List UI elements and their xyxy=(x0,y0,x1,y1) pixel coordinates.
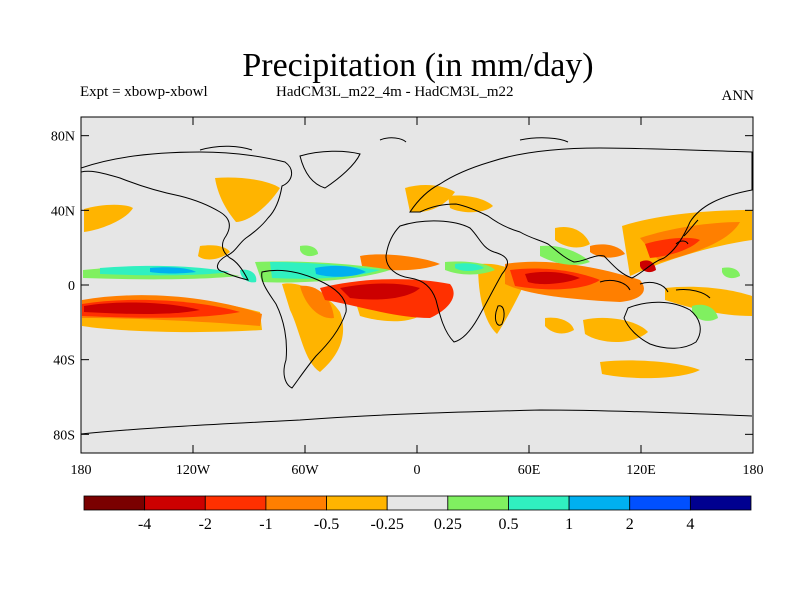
anomaly-region xyxy=(665,286,752,316)
x-tick-label: 120E xyxy=(626,463,656,478)
anomaly-region xyxy=(555,226,590,248)
coastline-antarctica xyxy=(81,409,753,435)
colorbar-label: -0.25 xyxy=(371,516,404,533)
season-label: ANN xyxy=(721,88,755,104)
anomaly-region xyxy=(84,204,133,232)
colorbar-label: -4 xyxy=(138,516,151,533)
colorbar-label: 0.25 xyxy=(434,516,462,533)
colorbar-swatch xyxy=(568,495,631,511)
colorbar-label: -1 xyxy=(259,516,272,533)
colorbar-swatch xyxy=(689,495,752,511)
chart-title: Precipitation (in mm/day) xyxy=(242,47,594,84)
colorbar-swatch xyxy=(386,495,449,511)
anomaly-region xyxy=(360,254,440,271)
anomaly-region xyxy=(150,267,196,274)
colorbar-swatch xyxy=(265,495,327,511)
y-tick-label: 40S xyxy=(53,354,75,369)
colorbar-swatch xyxy=(83,495,146,511)
colorbar-label: -0.5 xyxy=(314,516,339,533)
x-tick-label: 60E xyxy=(518,463,541,478)
anomaly-region xyxy=(340,283,420,300)
coastline-australia xyxy=(623,301,701,349)
comparison-label: HadCM3L_m22_4m - HadCM3L_m22 xyxy=(276,84,514,100)
anomaly-region xyxy=(300,285,334,319)
anomaly-region xyxy=(405,185,455,213)
y-tick-label: 0 xyxy=(68,279,75,294)
anomaly-region xyxy=(600,360,700,379)
anomaly-region xyxy=(590,244,625,258)
colorbar: -4 -2 -1 -0.5 -0.25 0.25 0.5 1 2 4 xyxy=(83,495,752,533)
experiment-label: Expt = xbowp-xbowl xyxy=(80,84,208,100)
colorbar-swatch xyxy=(508,495,570,511)
coastline-africa xyxy=(385,220,509,343)
anomaly-region xyxy=(545,317,574,334)
y-tick-label: 80S xyxy=(53,428,75,443)
anomaly-region xyxy=(640,260,656,273)
map-axes: 180 120W 60W 0 60E 120E 180 80N 40N 0 40S 80S xyxy=(51,117,764,478)
colorbar-swatch xyxy=(326,495,388,511)
anomaly-region xyxy=(540,245,590,265)
y-tick-label: 80N xyxy=(51,130,75,145)
coastline-greenland xyxy=(299,150,361,189)
anomaly-region xyxy=(198,245,230,260)
anomaly-region xyxy=(645,237,700,258)
colorbar-label: 4 xyxy=(686,516,694,533)
colorbar-swatch xyxy=(204,495,267,511)
x-tick-label: 60W xyxy=(291,463,319,478)
anomaly-region xyxy=(583,317,648,342)
coastline-maritime-continent xyxy=(599,279,711,299)
x-tick-label: 0 xyxy=(414,463,421,478)
colorbar-swatch xyxy=(447,495,509,511)
coastline-south-america xyxy=(261,269,347,389)
anomaly-region xyxy=(722,267,740,279)
coastline-madagascar xyxy=(495,305,505,326)
x-tick-label: 120W xyxy=(176,463,211,478)
coastline-north-america xyxy=(81,151,293,281)
anomaly-region xyxy=(692,304,718,321)
coastline-arctic-islands xyxy=(199,137,569,151)
colorbar-label: -2 xyxy=(199,516,212,533)
coastline-japan xyxy=(675,219,699,245)
colorbar-label: 2 xyxy=(626,516,634,533)
y-tick-label: 40N xyxy=(51,204,75,219)
anomaly-region xyxy=(84,302,200,314)
coastline-eurasia xyxy=(409,147,753,279)
anomaly-region xyxy=(455,263,484,271)
anomaly-region xyxy=(448,195,493,213)
x-tick-label: 180 xyxy=(71,463,92,478)
anomaly-region xyxy=(215,177,280,222)
x-tick-label: 180 xyxy=(743,463,764,478)
coastlines xyxy=(81,137,753,435)
colorbar-label: 0.5 xyxy=(498,516,518,533)
anomaly-region xyxy=(300,245,318,257)
colorbar-label: 1 xyxy=(565,516,573,533)
anomaly-region xyxy=(315,265,366,277)
anomaly-region xyxy=(525,271,580,285)
colorbar-swatch xyxy=(629,495,691,511)
colorbar-swatch xyxy=(144,495,206,511)
